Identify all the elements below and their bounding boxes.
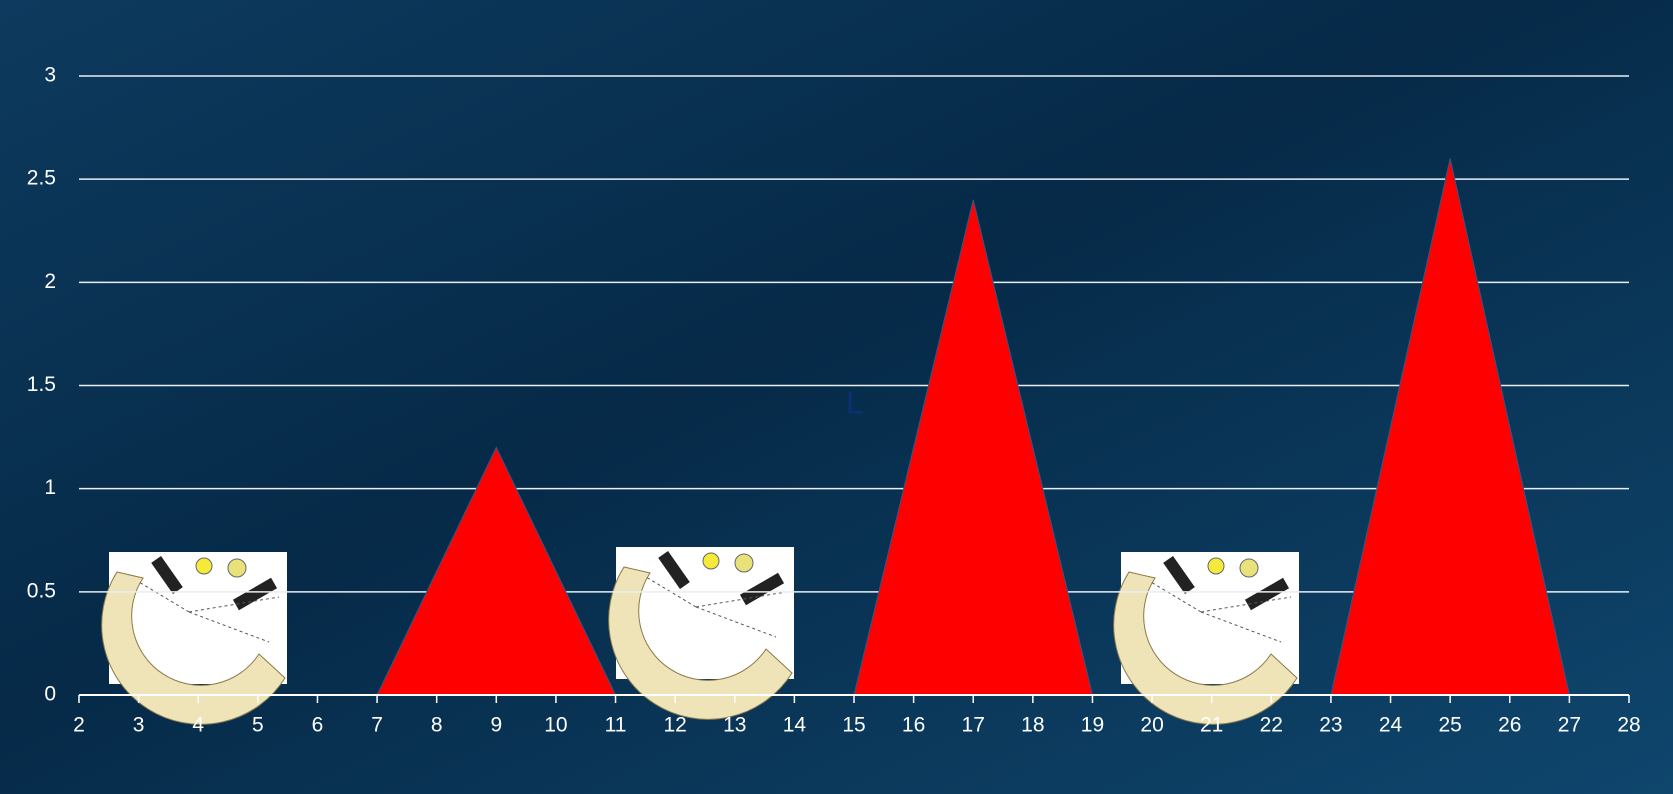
- y-tick-label: 3: [44, 64, 56, 87]
- illustration-ring: [608, 566, 793, 720]
- illustration-vector: [658, 550, 690, 590]
- illustration-ring: [101, 571, 286, 725]
- illustration-cell: [1239, 558, 1259, 578]
- illustration-vector: [232, 577, 278, 611]
- x-tick-label: 12: [663, 714, 686, 737]
- illustration-cell: [227, 558, 247, 578]
- x-tick-label: 10: [544, 714, 567, 737]
- illustration-divider: [1150, 581, 1202, 613]
- illustration-divider: [645, 576, 697, 608]
- illustration-cell: [734, 553, 754, 573]
- y-tick-label: 0.5: [27, 579, 56, 602]
- y-tick-label: 0: [44, 683, 56, 706]
- x-tick-label: 14: [783, 714, 807, 737]
- x-tick-label: 11: [605, 714, 627, 737]
- illustration-vector: [151, 555, 183, 595]
- illustration-divider: [695, 606, 777, 638]
- x-tick-label: 6: [312, 714, 324, 737]
- illustration-vector: [1244, 577, 1290, 611]
- x-tick-label: 24: [1379, 714, 1403, 737]
- x-tick-label: 26: [1498, 714, 1521, 737]
- illustration: [1113, 552, 1299, 725]
- x-tick-label: 4: [192, 714, 204, 737]
- x-tick-label: 21: [1200, 714, 1223, 737]
- illustration-vector: [739, 572, 785, 606]
- x-tick-label: 23: [1319, 714, 1342, 737]
- plot: [79, 158, 1629, 696]
- illustration-divider: [1200, 611, 1282, 643]
- y-tick-label: 2: [44, 270, 56, 293]
- x-tick-label: 19: [1081, 714, 1104, 737]
- x-tick-label: 25: [1438, 714, 1461, 737]
- x-tick-label: 17: [962, 714, 985, 737]
- illustration-cell: [1207, 557, 1225, 575]
- y-tick-label: 1.5: [27, 373, 56, 396]
- x-tick-label: 7: [371, 714, 383, 737]
- illustration-divider: [188, 611, 270, 643]
- x-tick-label: 15: [842, 714, 865, 737]
- x-tick-label: 27: [1558, 714, 1581, 737]
- x-tick-label: 20: [1140, 714, 1163, 737]
- illustration-divider: [138, 581, 190, 613]
- illustration-ring: [1113, 571, 1298, 725]
- illustration: [101, 552, 287, 725]
- x-tick-label: 3: [133, 714, 145, 737]
- x-tick-label: 5: [252, 714, 264, 737]
- y-tick-label: 1: [44, 476, 56, 499]
- x-tick-label: 16: [902, 714, 925, 737]
- x-tick-label: 2: [73, 714, 85, 737]
- annotation: L: [846, 384, 864, 420]
- illustration-cell: [702, 552, 720, 570]
- illustration-cell: [195, 557, 213, 575]
- x-tick-label: 18: [1021, 714, 1044, 737]
- y-tick-label: 2.5: [27, 167, 56, 190]
- area: [376, 158, 1571, 696]
- x-tick-label: 9: [490, 714, 502, 737]
- illustration-vector: [1163, 555, 1195, 595]
- x-tick-label: 28: [1617, 714, 1640, 737]
- illustrations: [101, 547, 1299, 725]
- x-tick-label: 22: [1260, 714, 1283, 737]
- x-tick-label: 13: [723, 714, 746, 737]
- illustration: [608, 547, 794, 720]
- x-tick-label: 8: [431, 714, 443, 737]
